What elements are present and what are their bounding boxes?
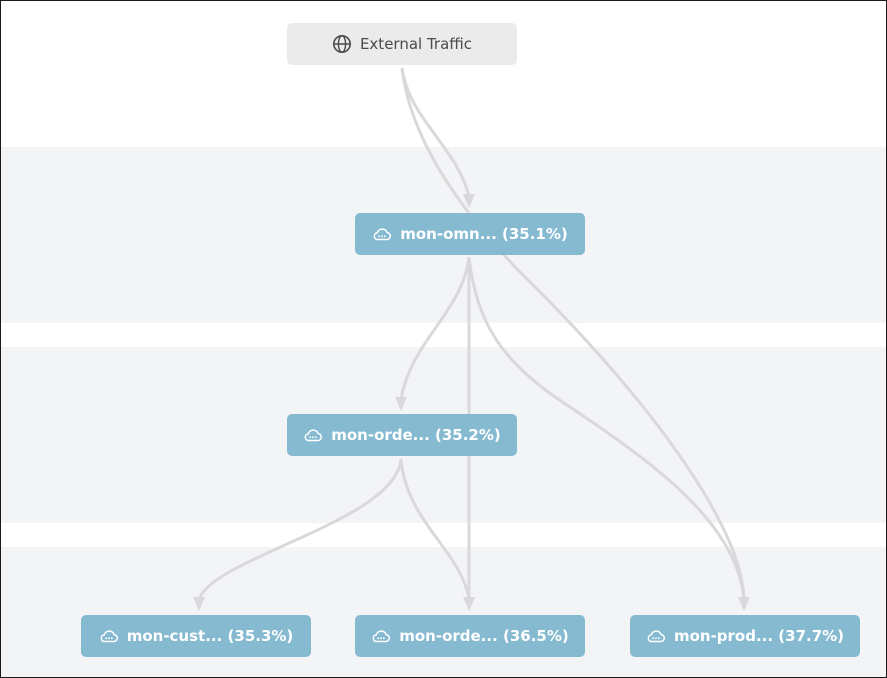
node-label: mon-orde... (36.5%) — [399, 627, 569, 645]
node-service-order-bottom[interactable]: mon-orde... (36.5%) — [355, 615, 585, 657]
node-service-order-mid[interactable]: mon-orde... (35.2%) — [287, 414, 517, 456]
arrowhead-order-mid — [395, 397, 407, 411]
node-service-omni[interactable]: mon-omn... (35.1%) — [355, 213, 585, 255]
node-label: External Traffic — [359, 35, 473, 53]
edge-omni-to-product — [467, 256, 746, 600]
node-label: mon-orde... (35.2%) — [331, 426, 501, 444]
node-label: mon-cust... (35.3%) — [126, 627, 294, 645]
edge-omni-to-order-mid — [399, 256, 471, 400]
cloud-icon — [372, 225, 392, 243]
arrowhead-order-bottom — [463, 597, 475, 611]
cloud-icon — [371, 627, 391, 645]
node-label: mon-omn... (35.1%) — [400, 225, 568, 243]
node-service-customer[interactable]: mon-cust... (35.3%) — [81, 615, 311, 657]
node-external-traffic[interactable]: External Traffic — [287, 23, 517, 65]
arrowhead-omni — [463, 194, 475, 208]
cloud-icon — [303, 426, 323, 444]
globe-icon — [332, 35, 352, 53]
node-label: mon-prod... (37.7%) — [673, 627, 845, 645]
edge-external-to-product — [400, 67, 746, 600]
cloud-icon — [646, 627, 666, 645]
node-service-product[interactable]: mon-prod... (37.7%) — [630, 615, 860, 657]
arrowhead-product — [738, 597, 750, 611]
edge-order-mid-to-order-bottom — [399, 458, 471, 600]
edge-external-to-omni — [400, 67, 471, 197]
cloud-icon — [99, 627, 119, 645]
arrowhead-customer — [193, 597, 205, 611]
edge-order-mid-to-customer — [197, 458, 403, 600]
